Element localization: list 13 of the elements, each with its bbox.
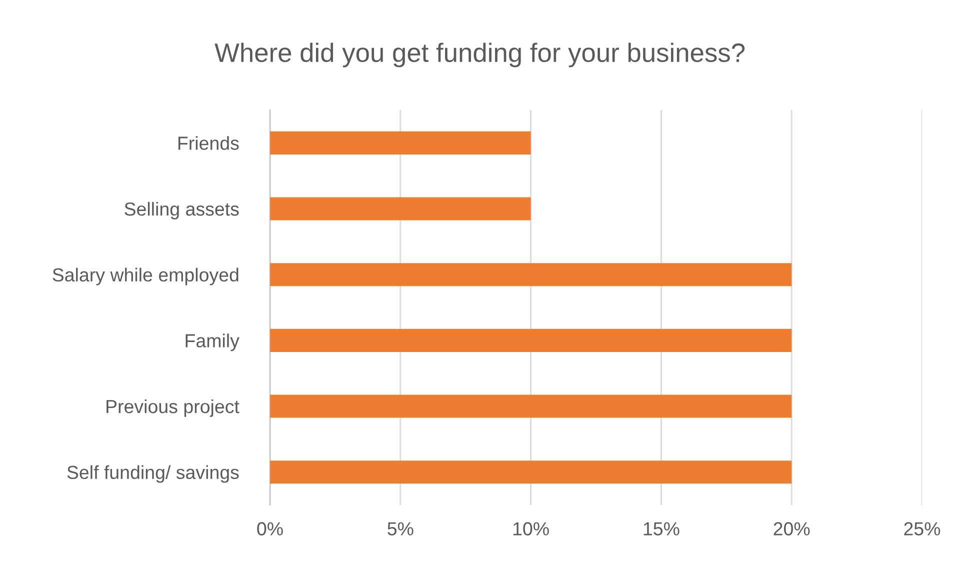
y-tick-label: Family bbox=[186, 334, 240, 352]
x-tick-label: 10% bbox=[513, 522, 549, 536]
x-tick-label: 20% bbox=[774, 522, 810, 536]
x-tick-label: 0% bbox=[257, 522, 283, 536]
y-tick-label: Self funding/ savings bbox=[67, 465, 239, 483]
y-tick-label: Previous project bbox=[106, 399, 240, 417]
y-tick-label: Selling assets bbox=[124, 202, 239, 220]
x-tick-label: 25% bbox=[904, 522, 940, 536]
y-tick-label: Friends bbox=[178, 136, 239, 150]
y-tick-label: Salary while employed bbox=[52, 268, 238, 286]
x-tick-label: 15% bbox=[644, 522, 680, 536]
x-tick-label: 5% bbox=[388, 522, 414, 536]
chart-title: Where did you get funding for your business? bbox=[214, 42, 745, 68]
